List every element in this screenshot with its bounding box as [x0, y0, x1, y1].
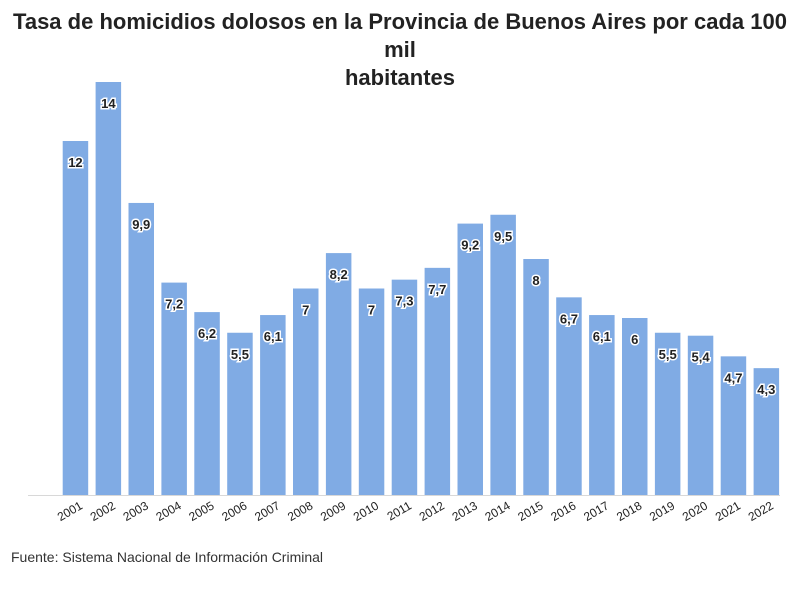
x-tick-label-2020: 2020	[680, 498, 710, 524]
data-label-2013: 9,2	[461, 238, 479, 253]
x-tick-label-2014: 2014	[483, 498, 513, 524]
data-label-2001: 12	[68, 155, 82, 170]
x-tick-label-2012: 2012	[417, 498, 447, 524]
data-label-2007: 6,1	[264, 329, 282, 344]
x-tick-label-2009: 2009	[318, 498, 348, 524]
data-label-2012: 7,7	[428, 282, 446, 297]
data-label-2016: 6,7	[560, 311, 578, 326]
data-label-2019: 5,5	[659, 347, 677, 362]
x-tick-label-2007: 2007	[252, 498, 282, 524]
bar-2004	[161, 282, 187, 495]
bar-2007	[260, 315, 286, 495]
data-label-2018: 6	[631, 332, 638, 347]
bar-2020	[687, 335, 714, 495]
x-tick-label-2017: 2017	[581, 498, 611, 524]
bar-2022	[753, 368, 780, 495]
bar-2008	[293, 288, 319, 495]
x-tick-label-2010: 2010	[351, 498, 381, 524]
data-label-2002: 14	[101, 96, 116, 111]
bar-2006	[227, 332, 253, 495]
x-tick-label-2013: 2013	[450, 498, 480, 524]
bar-2019	[654, 332, 681, 495]
bar-2021	[720, 356, 747, 495]
bar-2016	[556, 297, 582, 495]
x-tick-label-2022: 2022	[746, 498, 776, 524]
x-tick-label-2018: 2018	[614, 498, 644, 524]
chart-title-line1: Tasa de homicidios dolosos en la Provinc…	[13, 9, 787, 62]
x-tick-label-2006: 2006	[219, 498, 249, 524]
chart-title: Tasa de homicidios dolosos en la Provinc…	[0, 8, 800, 92]
bar-2018	[622, 318, 648, 495]
data-label-2011: 7,3	[395, 294, 413, 309]
bar-2002	[95, 82, 122, 495]
data-label-2015: 8	[532, 273, 539, 288]
x-tick-labels-group: 2001 2002 2003 2004 2005 2006 2007 2008 2009 2010…	[55, 498, 776, 524]
data-label-2017: 6,1	[593, 329, 611, 344]
data-label-2008: 7	[302, 303, 309, 318]
data-label-2003: 9,9	[132, 217, 150, 232]
bar-2012	[424, 267, 451, 495]
x-tick-label-2021: 2021	[713, 498, 743, 524]
x-tick-label-2011: 2011	[385, 498, 415, 523]
data-label-2021: 4,7	[724, 370, 742, 385]
bar-2011	[391, 279, 418, 495]
x-tick-label-2003: 2003	[121, 498, 151, 524]
bar-2017	[589, 315, 615, 495]
bar-2005	[194, 312, 220, 495]
x-tick-label-2002: 2002	[88, 498, 118, 524]
data-label-2022: 4,3	[757, 382, 775, 397]
x-tick-label-2008: 2008	[285, 498, 315, 524]
data-label-2020: 5,4	[692, 350, 711, 365]
data-label-2010: 7	[368, 303, 375, 318]
x-tick-label-2005: 2005	[186, 498, 216, 524]
bar-2015	[523, 259, 549, 495]
bars-group	[62, 82, 780, 495]
data-label-2014: 9,5	[494, 229, 512, 244]
bar-2013	[457, 223, 483, 495]
x-tick-label-2019: 2019	[647, 498, 677, 524]
x-tick-label-2015: 2015	[515, 498, 545, 524]
bar-2009	[325, 253, 352, 495]
x-tick-label-2001: 2001	[55, 498, 85, 524]
data-label-2009: 8,2	[330, 267, 348, 282]
source-note: Fuente: Sistema Nacional de Información …	[11, 549, 324, 565]
data-label-2004: 7,2	[165, 297, 183, 312]
data-labels-group: 12 14 9,9 7,2 6,2 5,5 6,1 7 8,2 7 7,3 7,7 9,2 9,5 8 6,7…	[67, 95, 777, 399]
x-tick-label-2016: 2016	[548, 498, 578, 524]
x-tick-label-2004: 2004	[154, 498, 184, 524]
data-label-2006: 5,5	[231, 347, 249, 362]
chart-title-line2: habitantes	[344, 65, 456, 90]
bar-2010	[358, 288, 385, 495]
bar-2003	[128, 202, 154, 495]
bar-2014	[490, 214, 516, 495]
data-label-2005: 6,2	[198, 326, 216, 341]
bar-2001	[62, 141, 89, 495]
